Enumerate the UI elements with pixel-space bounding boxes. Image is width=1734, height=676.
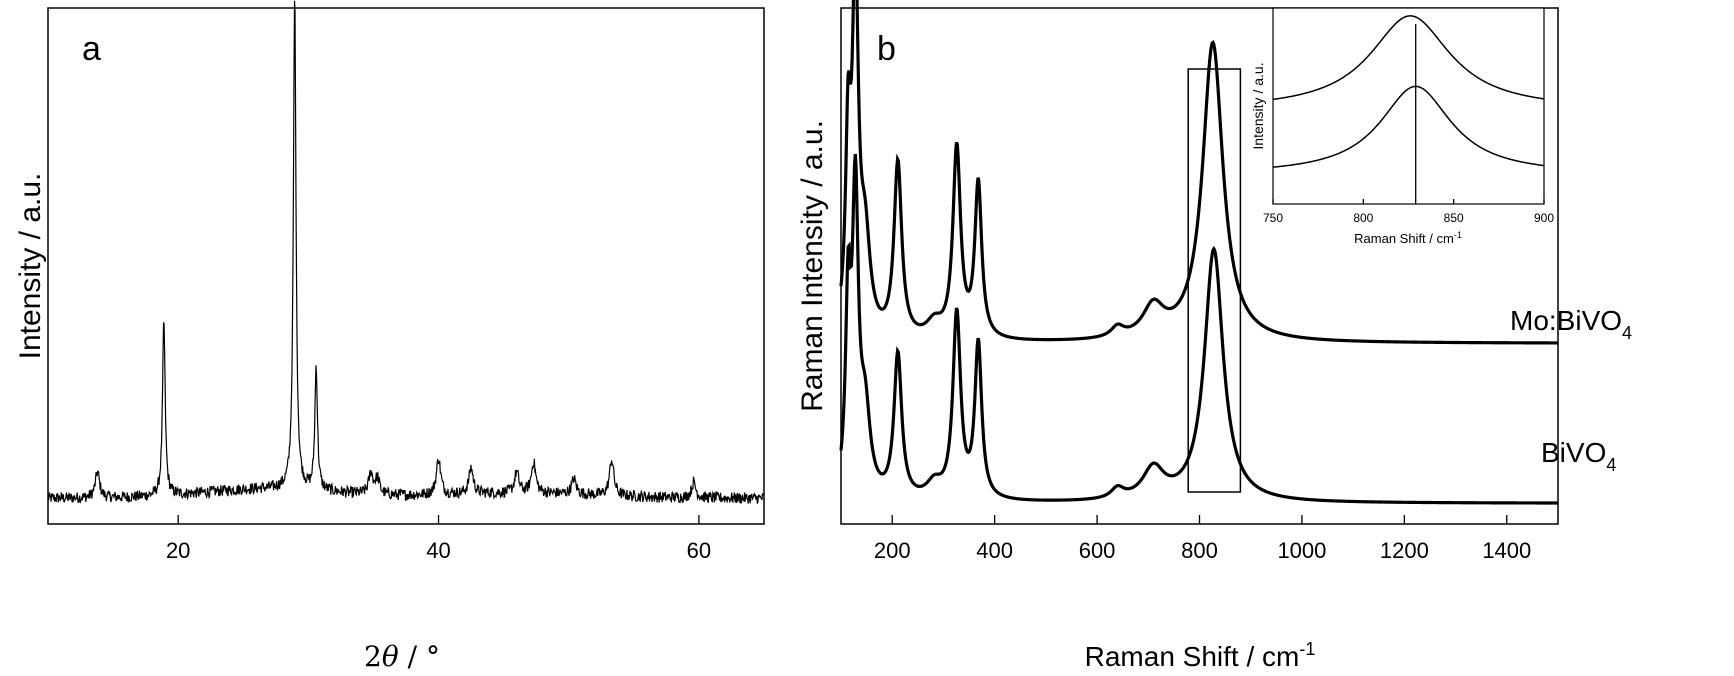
panel-a-x-axis-label-theta: θ — [382, 640, 399, 673]
panel-b-inset-chart: 750 800 850 900 Intensity / a.u. Raman Shif… — [1250, 7, 1554, 246]
panel-b-tick-label-1400: 1400 — [1482, 538, 1531, 563]
panel-a-tick-label-20: 20 — [166, 538, 190, 563]
panel-a-x-axis-label-suffix: / ° — [399, 640, 440, 673]
inset-series-bivo4 — [1272, 85, 1545, 168]
inset-y-axis-label: Intensity / a.u. — [1250, 62, 1266, 149]
panel-a-x-axis-label: 2θ / ° — [364, 640, 440, 673]
panel-b-highlight-box — [1187, 68, 1242, 493]
panel-b-x-axis-label-sup: -1 — [1299, 639, 1315, 659]
series-label-bivo4-sub: 4 — [1606, 455, 1616, 475]
inset-x-axis-label-text: Raman Shift / cm — [1354, 231, 1454, 246]
panel-a-x-ticks: 20 40 60 — [166, 515, 711, 563]
inset-x-axis-label-sup: -1 — [1454, 230, 1462, 240]
panel-b-x-axis-label-text: Raman Shift / cm — [1085, 641, 1300, 672]
inset-tick-label-800: 800 — [1353, 211, 1373, 225]
raman-series-mo-bivo4 — [839, 0, 1559, 345]
inset-plot-frame — [1272, 7, 1545, 205]
panel-b-y-axis-label: Raman Intensity / a.u. — [796, 120, 829, 412]
panel-a-x-axis-label-prefix: 2 — [364, 640, 382, 673]
panel-b-tick-label-1000: 1000 — [1277, 538, 1326, 563]
panel-a-plot-frame — [47, 7, 765, 525]
series-label-mo-bivo4-text: Mo:BiVO — [1510, 305, 1622, 336]
inset-tick-label-850: 850 — [1444, 211, 1464, 225]
series-label-bivo4: BiVO4 — [1541, 437, 1616, 475]
panel-b-tick-label-800: 800 — [1181, 538, 1218, 563]
panel-b-letter: b — [877, 30, 896, 68]
panel-a-tick-label-60: 60 — [687, 538, 711, 563]
series-label-mo-bivo4-sub: 4 — [1622, 323, 1632, 343]
series-label-mo-bivo4: Mo:BiVO4 — [1510, 305, 1632, 343]
panel-b-tick-label-1200: 1200 — [1380, 538, 1429, 563]
inset-tick-label-900: 900 — [1534, 211, 1554, 225]
inset-x-axis-label: Raman Shift / cm-1 — [1354, 230, 1462, 246]
inset-tick-label-750: 750 — [1263, 211, 1283, 225]
raman-series-bivo4 — [839, 153, 1558, 505]
panel-a-letter: a — [82, 30, 101, 68]
panel-b-tick-label-600: 600 — [1079, 538, 1116, 563]
inset-x-ticks: 750 800 850 900 — [1263, 199, 1554, 225]
series-label-bivo4-text: BiVO — [1541, 437, 1606, 468]
panel-a-y-axis-label: Intensity / a.u. — [14, 173, 47, 360]
panel-b-raman-chart: 200 400 600 800 1000 1200 1400 b Raman Intensi… — [796, 0, 1632, 672]
panel-b-tick-label-400: 400 — [976, 538, 1013, 563]
panel-b-x-ticks: 200 400 600 800 1000 1200 1400 — [874, 515, 1531, 563]
panel-a-xrd-chart: 20 40 60 a Intensity / a.u. 2θ / ° — [14, 0, 765, 673]
inset-series-mo-bivo4 — [1272, 15, 1545, 101]
xrd-trace-line — [47, 0, 765, 505]
panel-a-tick-label-40: 40 — [426, 538, 450, 563]
panel-b-x-axis-label: Raman Shift / cm-1 — [1085, 639, 1316, 672]
panel-b-tick-label-200: 200 — [874, 538, 911, 563]
